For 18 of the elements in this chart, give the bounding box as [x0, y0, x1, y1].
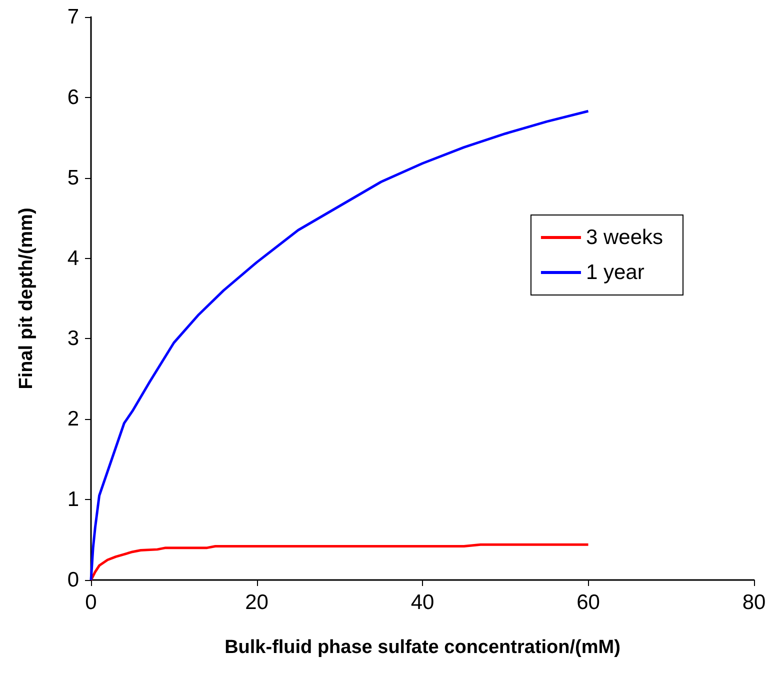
- y-tick-label: 1: [67, 488, 79, 512]
- x-tick-label: 20: [245, 591, 268, 614]
- y-axis-title: Final pit depth/(mm): [16, 208, 37, 390]
- x-axis-title: Bulk-fluid phase sulfate concentration/(mM): [224, 637, 620, 658]
- y-tick-label: 7: [67, 6, 79, 28]
- y-tick-label: 2: [67, 408, 79, 431]
- legend-label: 1 year: [586, 261, 644, 284]
- y-tick-label: 6: [67, 86, 79, 109]
- y-tick-label: 5: [67, 166, 79, 190]
- x-tick-label: 60: [576, 591, 600, 614]
- y-tick-label: 0: [67, 568, 79, 592]
- line-series: [90, 543, 590, 582]
- legend-label: 3 weeks: [586, 226, 664, 249]
- x-tick-label: 0: [85, 591, 97, 614]
- y-tick-label: 3: [67, 327, 79, 350]
- y-tick-label: 4: [67, 246, 80, 270]
- x-tick-label: 80: [742, 591, 766, 614]
- x-tick-label: 40: [410, 591, 434, 614]
